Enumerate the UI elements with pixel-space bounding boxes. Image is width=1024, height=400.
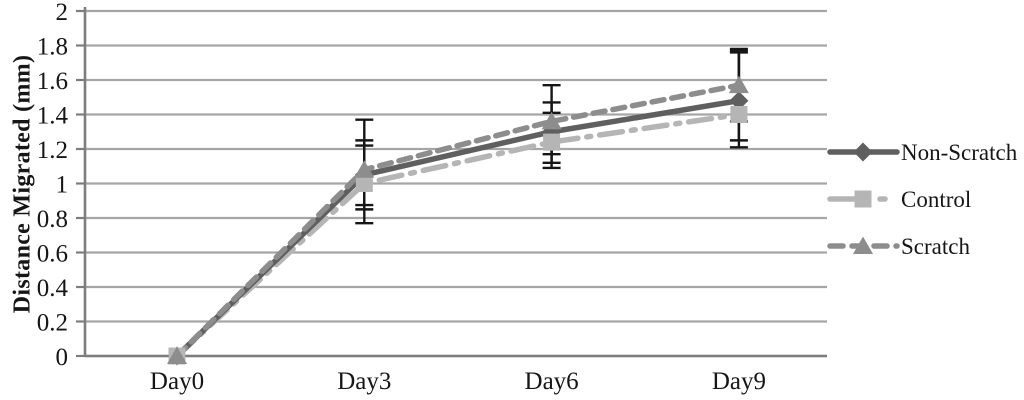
- x-tick-label: Day3: [337, 368, 391, 395]
- y-tick-label: 1.2: [37, 137, 68, 164]
- legend-marker-control: [854, 190, 872, 208]
- y-tick-label: 2: [56, 0, 69, 26]
- y-tick-label: 0.8: [37, 206, 68, 233]
- legend-label-non-scratch: Non-Scratch: [901, 140, 1018, 165]
- marker-triangle-scratch: [354, 160, 375, 178]
- y-tick-label: 1.4: [37, 103, 69, 130]
- series-line-control: [174, 111, 742, 359]
- series-line-scratch: [174, 82, 742, 359]
- legend-label-scratch: Scratch: [901, 234, 970, 259]
- x-tick-label: Day0: [150, 368, 204, 395]
- y-tick-label: 0.4: [37, 275, 69, 302]
- legend-label-control: Control: [901, 187, 971, 212]
- y-tick-label: 0.2: [37, 310, 68, 337]
- y-tick-label: 1: [56, 172, 69, 199]
- marker-square-control: [730, 106, 748, 123]
- series-line-non-scratch: [174, 97, 742, 359]
- legend-marker-non-scratch: [853, 142, 873, 162]
- y-tick-label: 0.6: [37, 241, 68, 268]
- marker-square-control: [355, 175, 373, 192]
- marker-diamond-non-scratch: [729, 91, 749, 111]
- y-tick-label: 0: [56, 344, 69, 371]
- legend-marker-scratch: [853, 236, 873, 254]
- marker-triangle-scratch: [541, 111, 562, 130]
- y-tick-label: 1.6: [37, 68, 68, 95]
- marker-triangle-scratch: [167, 346, 187, 364]
- x-tick-label: Day6: [525, 368, 579, 395]
- marker-square-control: [543, 133, 561, 151]
- y-tick-label: 1.8: [37, 34, 68, 61]
- x-tick-label: Day9: [712, 368, 766, 395]
- marker-triangle-scratch: [728, 75, 749, 94]
